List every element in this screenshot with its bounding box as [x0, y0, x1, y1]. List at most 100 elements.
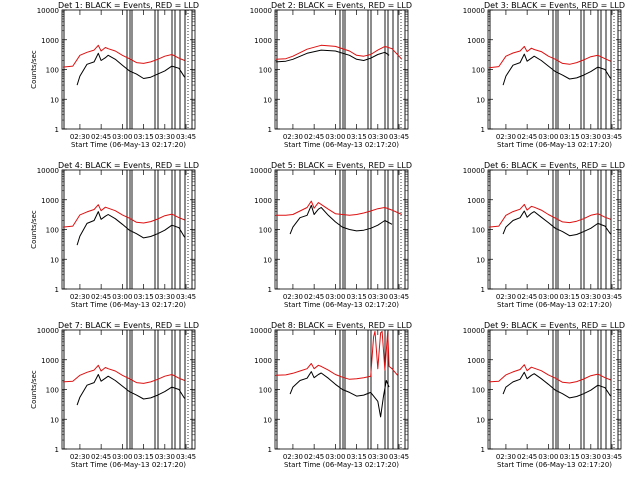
x-tick-label: 03:30 — [155, 133, 175, 141]
series-events-line — [275, 49, 390, 63]
y-tick-label: 100 — [259, 67, 272, 75]
x-tick-label: 02:45 — [517, 293, 537, 301]
detector-panel-2: Det 2: BLACK = Events, RED = LLD 1 10 100 10… — [250, 1, 412, 149]
series-events-line — [502, 371, 612, 399]
x-tick-label: 02:45 — [304, 133, 324, 141]
panel-title: Det 6: BLACK = Events, RED = LLD — [484, 161, 625, 170]
x-axis-label: Start Time (06-May-13 02:17:20) — [497, 461, 612, 469]
series-lld-line — [62, 44, 185, 68]
x-tick-label: 03:15 — [133, 453, 153, 461]
x-tick-label: 03:15 — [346, 293, 366, 301]
y-tick-label: 1 — [55, 126, 59, 134]
x-tick-label: 03:30 — [368, 133, 388, 141]
y-tick-label: 1000 — [41, 357, 59, 365]
y-tick-label: 10000 — [37, 7, 59, 15]
x-tick-label: 03:15 — [133, 293, 153, 301]
panel-title: Det 9: BLACK = Events, RED = LLD — [484, 321, 625, 330]
y-tick-label: 10 — [50, 256, 59, 264]
y-tick-label: 100 — [46, 387, 59, 395]
y-tick-label: 10000 — [250, 7, 272, 15]
y-axis-label: Counts/sec — [30, 210, 38, 249]
x-tick-label: 03:30 — [368, 453, 388, 461]
detector-panel-4: Det 4: BLACK = Events, RED = LLD 1 10 100 10… — [30, 161, 199, 309]
y-tick-label: 1 — [481, 286, 485, 294]
detector-panel-7: Det 7: BLACK = Events, RED = LLD 1 10 100 10… — [30, 321, 199, 469]
y-tick-label: 1 — [55, 286, 59, 294]
series-lld-line — [62, 364, 185, 384]
x-tick-label: 03:15 — [133, 133, 153, 141]
x-tick-label: 02:45 — [91, 293, 111, 301]
series-events-line — [502, 53, 612, 86]
x-tick-label: 03:00 — [538, 293, 558, 301]
y-tick-label: 100 — [259, 387, 272, 395]
x-axis-label: Start Time (06-May-13 02:17:20) — [284, 301, 399, 309]
x-tick-label: 03:45 — [389, 453, 409, 461]
y-axis-label: Counts/sec — [30, 370, 38, 409]
y-tick-label: 10 — [263, 96, 272, 104]
panel-title: Det 1: BLACK = Events, RED = LLD — [58, 1, 199, 10]
x-tick-label: 03:15 — [346, 453, 366, 461]
x-tick-label: 03:45 — [176, 293, 196, 301]
x-tick-label: 03:45 — [602, 453, 622, 461]
x-axis-label: Start Time (06-May-13 02:17:20) — [284, 461, 399, 469]
x-tick-label: 03:30 — [155, 453, 175, 461]
detector-panel-9: Det 9: BLACK = Events, RED = LLD 1 10 100 10… — [463, 321, 625, 469]
x-tick-label: 03:00 — [112, 453, 132, 461]
x-tick-label: 03:00 — [538, 133, 558, 141]
x-tick-label: 02:45 — [517, 453, 537, 461]
x-tick-label: 02:30 — [283, 293, 303, 301]
x-tick-label: 02:45 — [91, 453, 111, 461]
x-tick-label: 03:45 — [176, 133, 196, 141]
x-tick-label: 02:30 — [70, 453, 90, 461]
x-tick-label: 02:30 — [496, 453, 516, 461]
series-lld-line — [488, 45, 611, 69]
series-lld-line — [62, 204, 185, 228]
x-tick-label: 02:45 — [304, 293, 324, 301]
x-tick-label: 02:45 — [304, 453, 324, 461]
x-tick-label: 03:00 — [112, 133, 132, 141]
y-tick-label: 10000 — [463, 167, 485, 175]
y-axis-label: Counts/sec — [30, 50, 38, 89]
y-tick-label: 10 — [263, 256, 272, 264]
y-tick-label: 100 — [46, 67, 59, 75]
panel-title: Det 3: BLACK = Events, RED = LLD — [484, 1, 625, 10]
x-tick-label: 03:30 — [581, 453, 601, 461]
x-tick-label: 03:30 — [368, 293, 388, 301]
y-tick-label: 1 — [268, 126, 272, 134]
x-tick-label: 03:00 — [325, 133, 345, 141]
series-events-line — [76, 374, 186, 406]
detector-panel-6: Det 6: BLACK = Events, RED = LLD 1 10 100 10… — [463, 161, 625, 309]
detector-panel-3: Det 3: BLACK = Events, RED = LLD 1 10 100 10… — [463, 1, 625, 149]
y-tick-label: 1000 — [254, 37, 272, 45]
series-lld-line — [275, 44, 403, 60]
x-axis-label: Start Time (06-May-13 02:17:20) — [71, 301, 186, 309]
y-tick-label: 1000 — [41, 197, 59, 205]
x-tick-label: 03:30 — [581, 293, 601, 301]
x-axis-label: Start Time (06-May-13 02:17:20) — [497, 301, 612, 309]
x-tick-label: 03:00 — [538, 453, 558, 461]
x-tick-label: 03:15 — [346, 133, 366, 141]
x-axis-label: Start Time (06-May-13 02:17:20) — [284, 141, 399, 149]
panel-title: Det 8: BLACK = Events, RED = LLD — [271, 321, 412, 330]
x-tick-label: 03:45 — [602, 133, 622, 141]
y-tick-label: 100 — [259, 227, 272, 235]
x-tick-label: 02:30 — [70, 293, 90, 301]
y-tick-label: 100 — [472, 67, 485, 75]
series-lld-line — [488, 364, 611, 384]
x-tick-label: 02:30 — [283, 453, 303, 461]
x-tick-label: 03:45 — [389, 293, 409, 301]
x-tick-label: 03:15 — [559, 293, 579, 301]
x-tick-label: 03:30 — [581, 133, 601, 141]
panel-title: Det 5: BLACK = Events, RED = LLD — [271, 161, 412, 170]
detector-panel-5: Det 5: BLACK = Events, RED = LLD 1 10 100 10… — [250, 161, 412, 309]
series-events-line — [76, 52, 186, 86]
y-tick-label: 1000 — [254, 357, 272, 365]
series-lld-line — [488, 203, 611, 228]
y-tick-label: 10 — [50, 96, 59, 104]
x-tick-label: 02:30 — [496, 293, 516, 301]
x-tick-label: 02:30 — [70, 133, 90, 141]
x-axis-label: Start Time (06-May-13 02:17:20) — [497, 141, 612, 149]
y-tick-label: 1 — [268, 446, 272, 454]
x-tick-label: 03:00 — [325, 293, 345, 301]
